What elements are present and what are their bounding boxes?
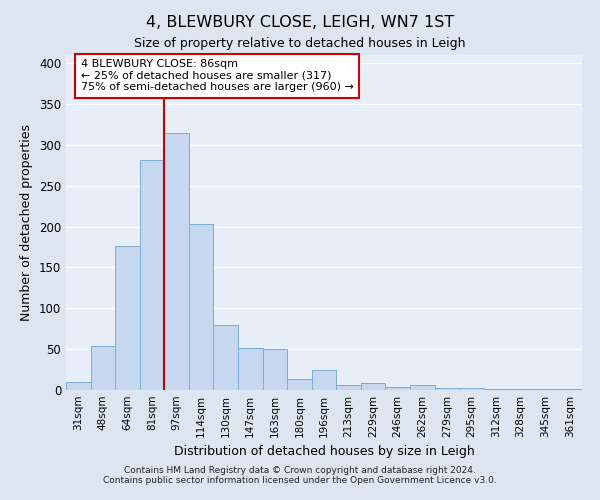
- Bar: [484, 389, 508, 390]
- Text: Size of property relative to detached houses in Leigh: Size of property relative to detached ho…: [134, 38, 466, 51]
- Text: 4 BLEWBURY CLOSE: 86sqm
← 25% of detached houses are smaller (317)
75% of semi-d: 4 BLEWBURY CLOSE: 86sqm ← 25% of detache…: [81, 59, 353, 92]
- Bar: [557, 389, 582, 390]
- Bar: [214, 324, 238, 390]
- Bar: [312, 370, 336, 390]
- Bar: [533, 389, 557, 390]
- Bar: [361, 382, 385, 390]
- Bar: [140, 160, 164, 390]
- Bar: [410, 385, 434, 390]
- Bar: [287, 378, 312, 390]
- Bar: [238, 348, 263, 390]
- Bar: [459, 388, 484, 390]
- Bar: [385, 386, 410, 390]
- Bar: [508, 389, 533, 390]
- X-axis label: Distribution of detached houses by size in Leigh: Distribution of detached houses by size …: [173, 446, 475, 458]
- Bar: [91, 346, 115, 390]
- Bar: [66, 382, 91, 390]
- Bar: [336, 385, 361, 390]
- Text: Contains HM Land Registry data © Crown copyright and database right 2024.
Contai: Contains HM Land Registry data © Crown c…: [103, 466, 497, 485]
- Bar: [263, 349, 287, 390]
- Bar: [164, 132, 189, 390]
- Bar: [189, 224, 214, 390]
- Text: 4, BLEWBURY CLOSE, LEIGH, WN7 1ST: 4, BLEWBURY CLOSE, LEIGH, WN7 1ST: [146, 15, 454, 30]
- Y-axis label: Number of detached properties: Number of detached properties: [20, 124, 34, 321]
- Bar: [434, 388, 459, 390]
- Bar: [115, 246, 140, 390]
